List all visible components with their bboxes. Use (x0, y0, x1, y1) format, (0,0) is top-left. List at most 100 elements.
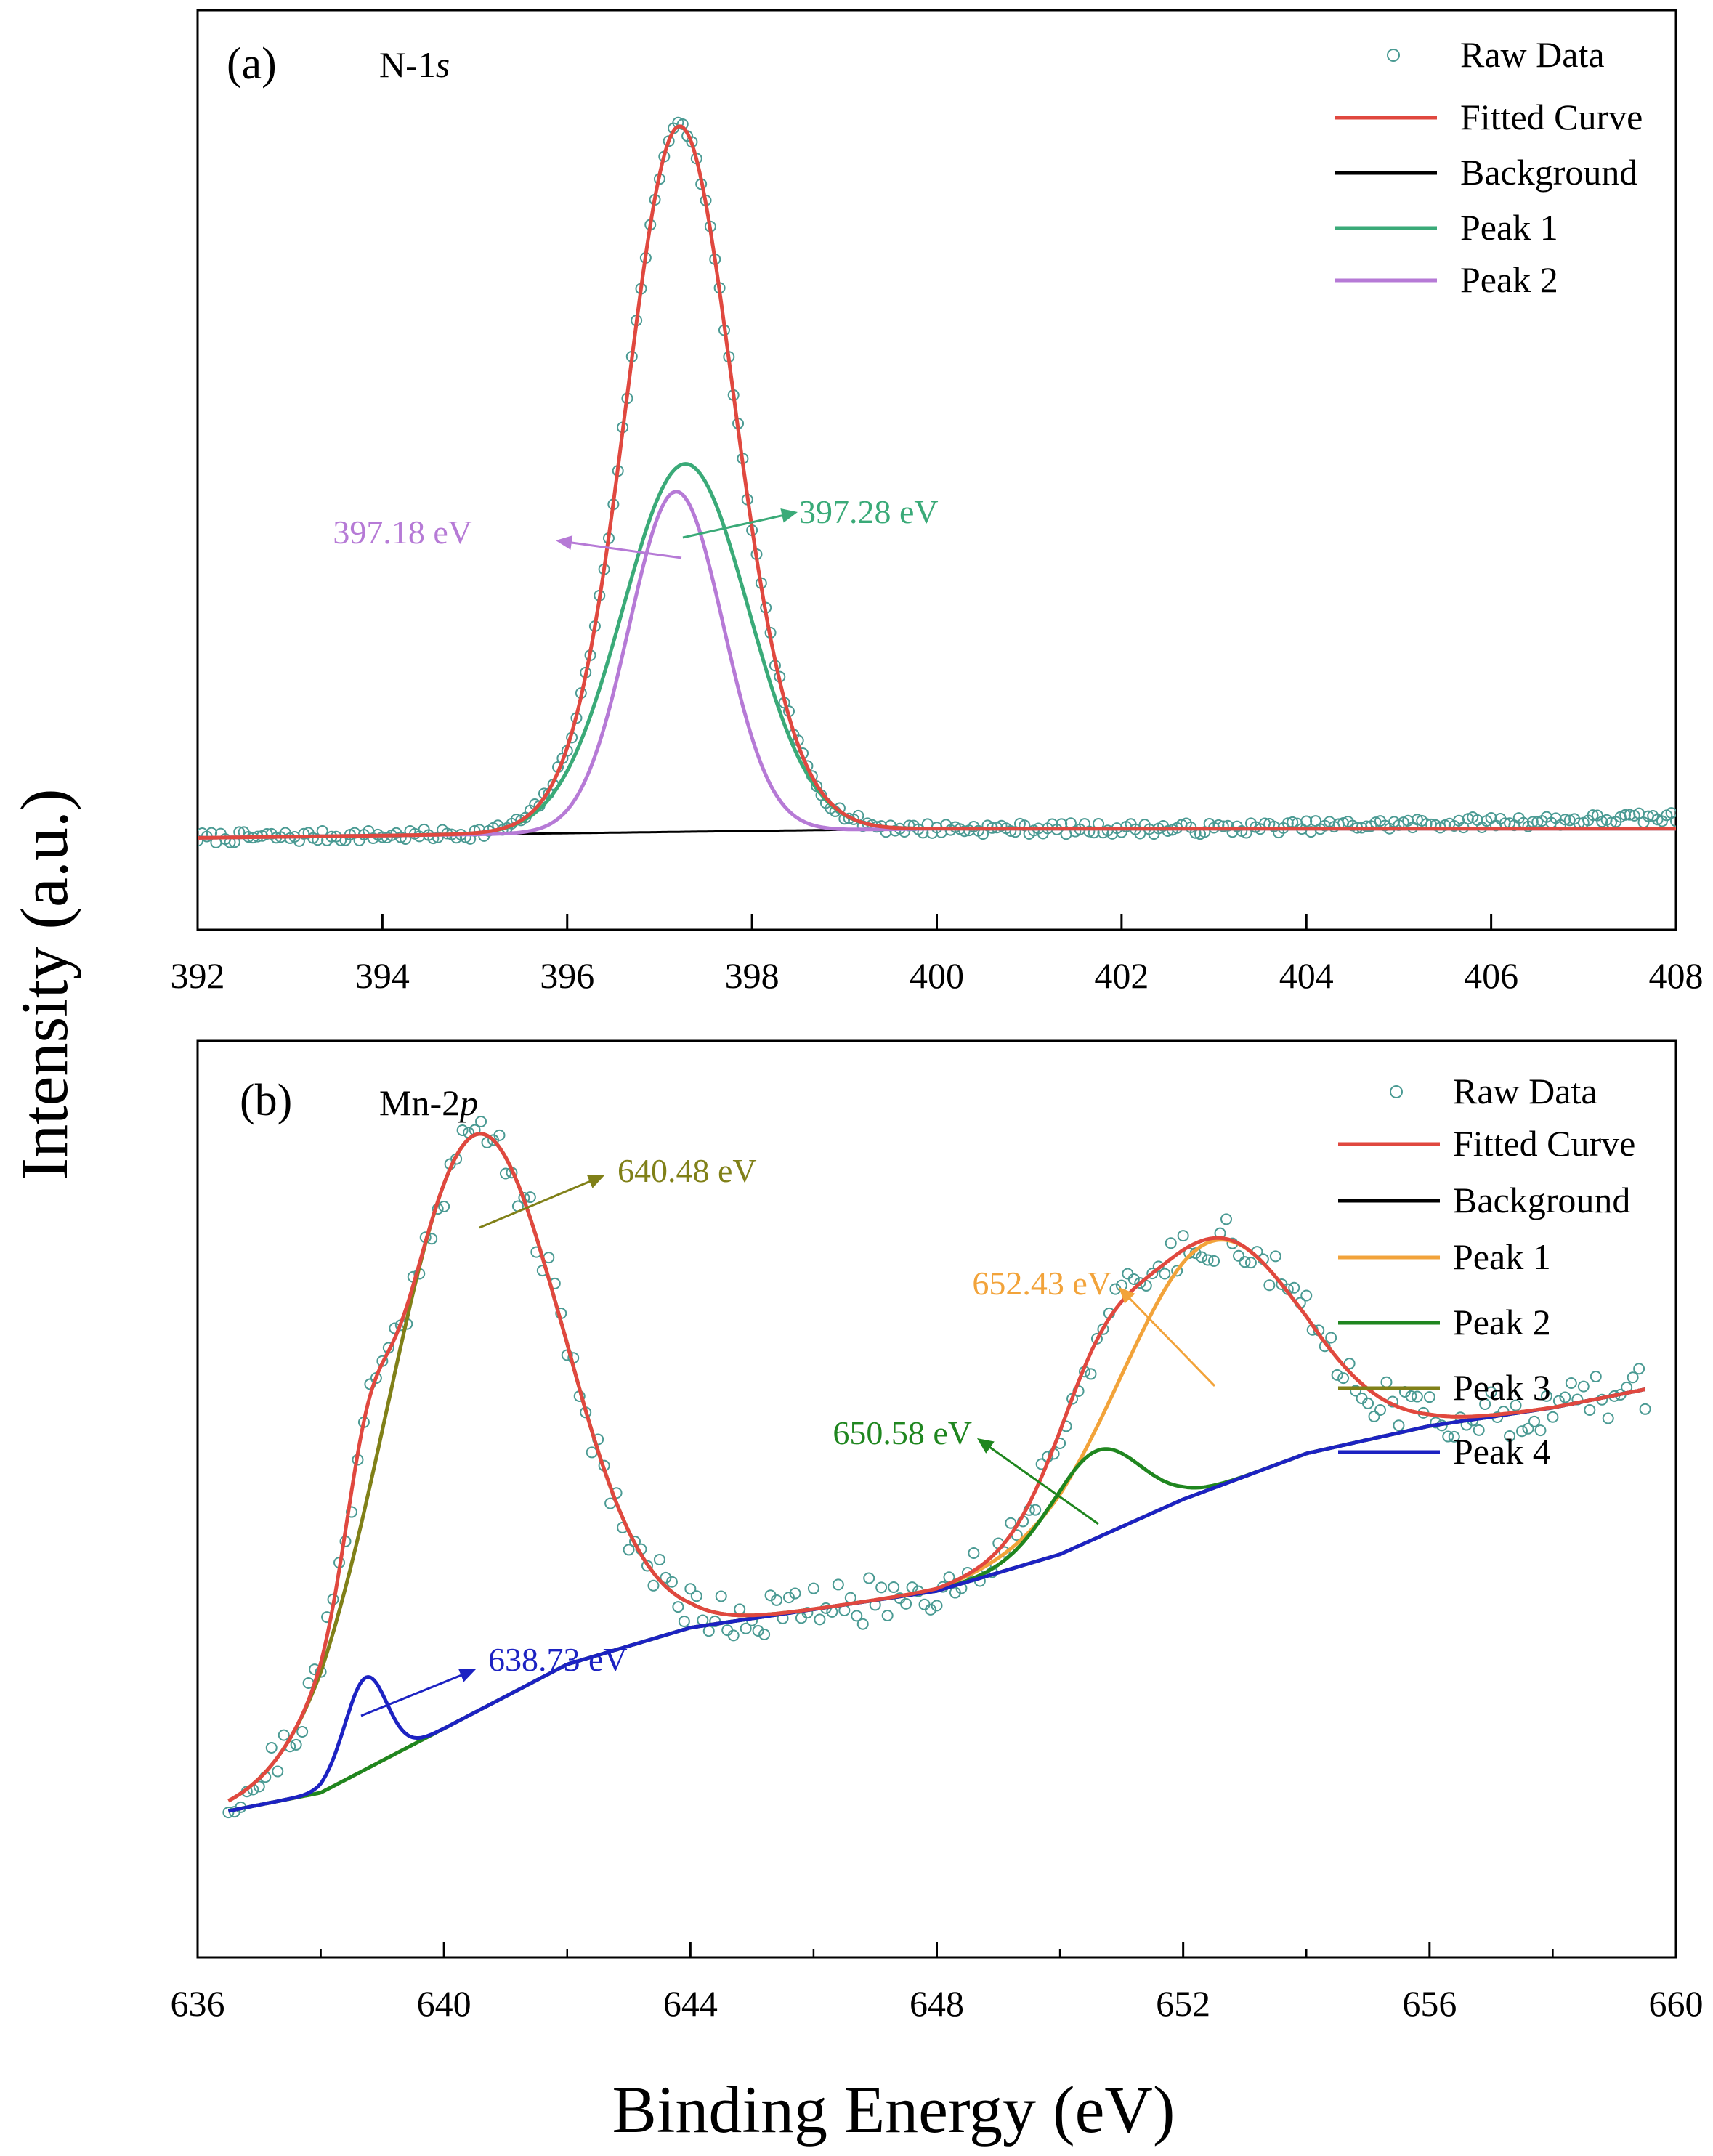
raw-data-point (1122, 1268, 1134, 1280)
raw-data-point (998, 1546, 1011, 1558)
raw-data-point (931, 1600, 943, 1612)
raw-data-point (1350, 1385, 1362, 1397)
annotation-label: 640.48 eV (617, 1152, 757, 1189)
x-tick-label: 636 (171, 1983, 225, 2024)
x-tick-label: 656 (1402, 1983, 1457, 2024)
raw-data-point (1534, 1424, 1547, 1437)
raw-data-point (758, 1628, 771, 1640)
raw-data-point (851, 1610, 863, 1622)
plot-area (198, 116, 1676, 848)
raw-data-point (278, 1729, 290, 1741)
x-tick-label: 392 (171, 955, 225, 996)
annotation-arrowhead (977, 1438, 995, 1454)
x-tick-label: 406 (1464, 955, 1518, 996)
raw-data-point (1263, 1279, 1276, 1292)
raw-data-point (641, 1560, 653, 1572)
raw-data-point (1547, 1411, 1559, 1423)
raw-data-point (1177, 1230, 1189, 1242)
raw-data-point (665, 1576, 678, 1588)
raw-data-point (783, 1592, 795, 1604)
annotation-label: 397.18 eV (333, 514, 472, 551)
raw-data-point (1485, 1386, 1497, 1398)
element-orbital: p (458, 1082, 478, 1123)
raw-data-point (1565, 1377, 1577, 1390)
x-tick-label: 408 (1649, 955, 1704, 996)
raw-data-point (795, 1612, 807, 1624)
legend: Raw Data Fitted Curve Background Peak 1 Peak… (1338, 1071, 1635, 1472)
x-tick-label: 660 (1649, 1983, 1704, 2024)
legend-entry-label: Background (1453, 1180, 1630, 1220)
raw-data-point (1559, 814, 1571, 826)
raw-data-point (789, 1587, 801, 1600)
annotation-label: 650.58 eV (833, 1414, 972, 1451)
legend-entry-label: Fitted Curve (1460, 97, 1643, 137)
raw-data-point (1374, 1403, 1386, 1416)
raw-data-point (863, 1572, 875, 1584)
raw-data-point (1411, 1390, 1423, 1403)
raw-data-point (875, 1581, 888, 1594)
raw-data-point (1097, 1323, 1109, 1335)
raw-data-point (524, 1191, 536, 1204)
raw-data-point (672, 1601, 684, 1613)
raw-data-point (1368, 1410, 1380, 1422)
raw-data-point (1584, 1403, 1596, 1416)
raw-data-point (499, 1167, 511, 1180)
x-tick-label: 396 (540, 955, 594, 996)
x-tick-label: 398 (725, 955, 779, 996)
raw-data-point (298, 827, 310, 840)
raw-data-point (1393, 1419, 1405, 1432)
fitted-curve-line (198, 124, 1676, 840)
annotation-label: 397.28 eV (799, 493, 939, 530)
raw-data-point (1140, 1279, 1152, 1292)
raw-data-point (1217, 820, 1229, 832)
raw-data-point (586, 1446, 598, 1459)
raw-data-point (647, 1579, 660, 1592)
panel-label: (b) (240, 1076, 292, 1125)
raw-data-point (690, 1590, 702, 1602)
x-tick-label: 400 (910, 955, 964, 996)
raw-data-point (1202, 1254, 1214, 1266)
raw-data-point (1165, 1237, 1177, 1249)
raw-data-point (678, 1615, 690, 1627)
raw-data-point (1127, 1273, 1140, 1285)
legend-entry-label: Peak 1 (1460, 207, 1558, 248)
x-tick-label: 652 (1156, 1983, 1210, 2024)
legend-entry-label: Background (1460, 152, 1637, 192)
raw-data-point (1196, 1251, 1208, 1263)
x-tick-label: 404 (1279, 955, 1334, 996)
raw-data-point (1220, 1213, 1233, 1225)
raw-data-point (1590, 1371, 1602, 1383)
fitted-curve-line (227, 1132, 1646, 1803)
raw-data-point (1325, 1332, 1337, 1344)
raw-data-point (958, 825, 971, 838)
annotation-arrow (568, 540, 682, 559)
raw-data-point (1239, 1256, 1251, 1268)
raw-data-point (1134, 1277, 1146, 1289)
raw-data-point (1337, 1372, 1350, 1385)
raw-data-point (1300, 1289, 1313, 1302)
raw-data-point (1146, 1268, 1159, 1280)
y-axis-label: Intensity (a.u.) (7, 788, 81, 1180)
raw-data-point (1232, 1249, 1244, 1262)
raw-data-point (968, 1547, 980, 1559)
raw-data-point (734, 1603, 746, 1616)
raw-data-point (1448, 1430, 1460, 1443)
raw-data-point (856, 1618, 869, 1630)
raw-data-point (653, 1553, 665, 1565)
raw-data-series (222, 1115, 1651, 1819)
annotation-label: 652.43 eV (972, 1265, 1111, 1302)
legend-entry-label: Peak 1 (1453, 1236, 1551, 1277)
raw-data-point (265, 1741, 278, 1754)
raw-data-point (1208, 1255, 1220, 1267)
raw-data-point (1171, 1265, 1183, 1277)
annotation-arrowhead (458, 1668, 476, 1682)
x-tick-label: 644 (663, 1983, 718, 2024)
raw-data-point (1670, 815, 1676, 827)
raw-data-point (222, 1807, 235, 1819)
raw-data-point (1005, 824, 1017, 837)
raw-data-point (727, 1629, 740, 1642)
legend-entry-label: Peak 2 (1453, 1302, 1551, 1342)
legend-entry-label: Peak 3 (1453, 1367, 1551, 1408)
x-tick-label: 648 (910, 1983, 964, 2024)
raw-data-point (1083, 825, 1096, 838)
